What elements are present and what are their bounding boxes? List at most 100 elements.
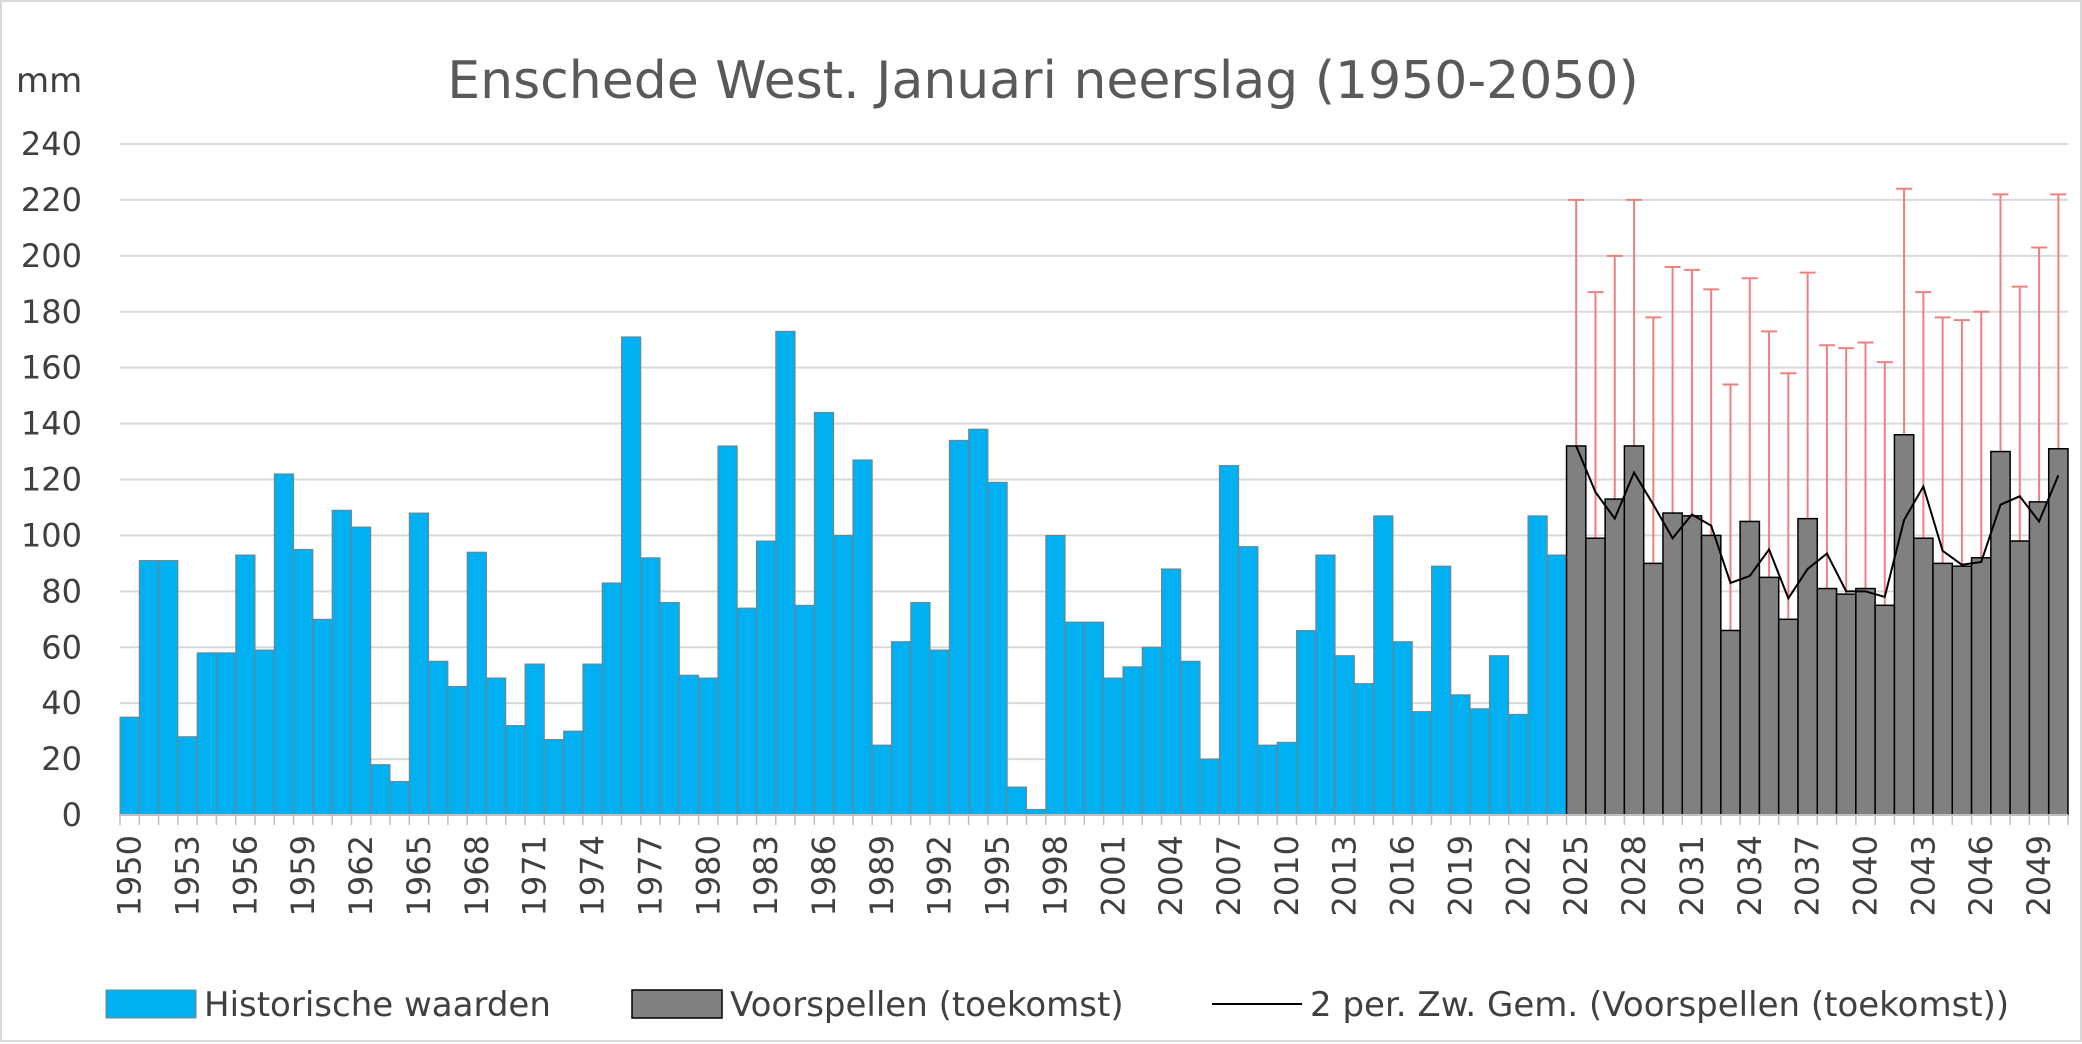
bar-historical <box>871 744 892 816</box>
bar-historical <box>1546 554 1568 816</box>
x-tick-label: 2007 <box>1210 835 1248 916</box>
x-tick-label: 2013 <box>1326 835 1364 916</box>
x-tick-label: 1974 <box>574 835 612 916</box>
error-bar <box>1606 254 1623 500</box>
bar-historical <box>177 736 198 816</box>
error-bar <box>1664 266 1681 514</box>
bar-forecast <box>1932 562 1954 816</box>
x-tick-label: 1989 <box>863 835 901 916</box>
x-tick-label: 1950 <box>111 835 149 916</box>
bar-historical <box>485 677 507 816</box>
x-tick-label: 1986 <box>805 835 843 916</box>
bar-historical <box>794 604 815 816</box>
bar-historical <box>678 674 700 816</box>
x-tick-label: 1956 <box>226 835 264 916</box>
x-tick-label: 1980 <box>689 835 727 916</box>
bar-historical <box>775 330 796 816</box>
bar-historical <box>1315 554 1336 816</box>
error-bar <box>1741 277 1758 522</box>
bar-historical <box>620 336 642 816</box>
bar-historical <box>890 641 912 816</box>
y-tick-label: 200 <box>21 237 82 275</box>
bar-historical <box>235 554 256 816</box>
bar-forecast <box>2047 447 2069 816</box>
x-tick-label: 1962 <box>342 835 380 916</box>
error-bar <box>1722 383 1739 631</box>
bar-historical <box>1450 694 1471 816</box>
bar-historical <box>1180 660 1201 816</box>
bar-historical <box>370 764 391 816</box>
legend-swatch-historical <box>105 989 197 1019</box>
y-tick-label: 0 <box>62 796 82 834</box>
bar-historical <box>1392 641 1413 816</box>
x-tick-label: 2034 <box>1731 835 1769 916</box>
bar-historical <box>1064 621 1085 816</box>
bar-historical <box>717 445 738 816</box>
bar-historical <box>1122 666 1143 816</box>
bar-historical <box>1141 646 1163 816</box>
bar-forecast <box>1604 498 1626 816</box>
error-bar <box>1953 319 1970 567</box>
forecast-bars <box>1565 434 2069 816</box>
y-tick-label: 140 <box>21 405 82 443</box>
error-bar <box>1992 193 2009 452</box>
bar-historical <box>1296 629 1317 816</box>
x-tick-label: 2022 <box>1499 835 1537 916</box>
x-tick-label: 2025 <box>1557 835 1595 916</box>
error-bar <box>1761 330 1778 578</box>
error-bar <box>1799 271 1816 519</box>
bar-forecast <box>1816 587 1838 816</box>
bar-historical <box>755 540 777 816</box>
bar-forecast <box>1565 445 1587 816</box>
bar-historical <box>563 730 584 816</box>
x-tick-label: 1983 <box>747 835 785 916</box>
bar-forecast <box>1662 512 1684 816</box>
bar-forecast <box>1758 576 1780 816</box>
y-tick-label: 100 <box>21 516 82 554</box>
y-tick-label: 80 <box>41 572 82 610</box>
y-tick-label: 160 <box>21 349 82 387</box>
bar-historical <box>1276 741 1298 816</box>
x-tick-label: 1995 <box>979 835 1017 916</box>
x-tick-label: 2001 <box>1094 835 1132 916</box>
bar-historical <box>1257 744 1278 816</box>
bar-historical <box>428 660 449 816</box>
x-tick-label: 2004 <box>1152 835 1190 916</box>
bar-historical <box>119 716 140 816</box>
x-tick-label: 1977 <box>631 835 669 916</box>
error-bar <box>1973 310 1990 558</box>
y-tick-label: 20 <box>41 740 82 778</box>
y-tick-label: 120 <box>21 461 82 499</box>
bar-forecast <box>1874 604 1896 816</box>
bar-forecast <box>1893 434 1915 816</box>
bar-historical <box>196 652 217 816</box>
bar-historical <box>215 652 237 816</box>
x-tick-label: 2046 <box>1962 835 2000 916</box>
x-tick-label: 2049 <box>2020 835 2058 916</box>
bar-forecast <box>1700 534 1722 816</box>
error-bar <box>2011 285 2028 542</box>
y-tick-label: 60 <box>41 628 82 666</box>
bar-historical <box>582 663 603 816</box>
bar-historical <box>138 560 160 816</box>
x-tick-label: 2043 <box>1904 835 1942 916</box>
x-tick-label: 1992 <box>921 835 959 916</box>
bar-historical <box>698 677 719 816</box>
error-bar <box>1683 268 1700 516</box>
bar-historical <box>1006 786 1027 816</box>
bar-historical <box>1199 758 1220 816</box>
error-bar <box>1780 372 1797 620</box>
bar-forecast <box>1623 445 1645 816</box>
bar-historical <box>543 739 565 816</box>
x-tick-label: 2037 <box>1789 835 1827 916</box>
y-axis-unit: mm <box>16 61 82 101</box>
bar-historical <box>987 481 1008 816</box>
bar-historical <box>1045 534 1066 816</box>
x-tick-label: 1998 <box>1036 835 1074 916</box>
bar-forecast <box>1951 565 1973 816</box>
x-tick-label: 1968 <box>458 835 496 916</box>
x-tick-label: 2016 <box>1384 835 1422 916</box>
error-bar <box>1934 316 1951 564</box>
